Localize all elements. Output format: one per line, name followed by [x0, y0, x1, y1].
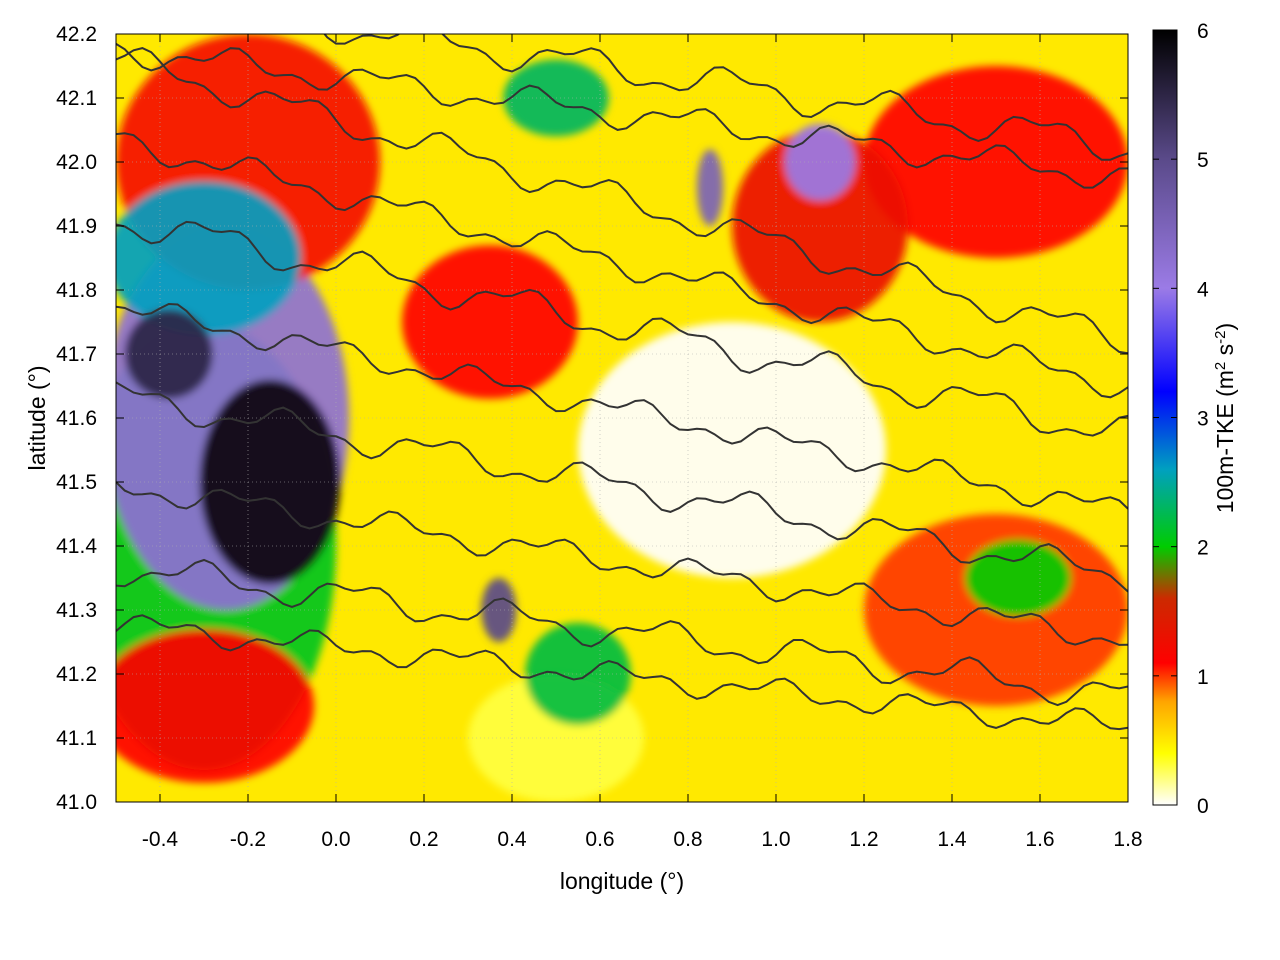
tke-field-region — [116, 181, 301, 335]
colorbar-tick-label: 0 — [1197, 795, 1209, 818]
x-tick-label: 0.6 — [585, 828, 614, 851]
colorbar-label: 100m-TKE (m2 s-2) — [1212, 323, 1239, 513]
y-tick-label: 41.5 — [56, 471, 97, 494]
colorbar-tick-label: 1 — [1197, 666, 1209, 689]
y-tick-label: 42.1 — [56, 87, 97, 110]
terrain-contour-line — [116, 220, 1128, 437]
y-tick-label: 42.0 — [56, 151, 97, 174]
y-tick-label: 41.4 — [56, 535, 97, 558]
x-tick-label: -0.2 — [230, 828, 266, 851]
terrain-contour-line — [116, 42, 1128, 189]
colorbar-label-end: ) — [1212, 323, 1238, 331]
colorbar-tick-label: 5 — [1197, 149, 1209, 172]
tke-field-region — [965, 539, 1071, 617]
terrain-contours — [116, 34, 1128, 731]
terrain-contour-line — [116, 481, 1128, 646]
x-tick-label: 0.2 — [409, 828, 438, 851]
x-tick-label: 0.0 — [321, 828, 350, 851]
terrain-contour-line — [116, 381, 1128, 593]
tke-field-region — [402, 245, 578, 399]
tke-field-region — [578, 322, 886, 578]
tke-field-region — [696, 149, 724, 227]
terrain-contour-line — [116, 302, 1128, 510]
colorbar-label-main: 100m-TKE (m — [1212, 370, 1238, 513]
colorbar-ticks: 0 1 2 3 4 5 6 — [1153, 20, 1209, 818]
axis-ticks: -0.4 -0.2 0.0 0.2 0.4 0.6 0.8 1.0 1.2 1.4 1.6 1.8 41… — [56, 23, 1142, 851]
y-axis-label: latitude (°) — [24, 365, 50, 470]
y-tick-label: 41.9 — [56, 215, 97, 238]
x-tick-label: -0.4 — [142, 828, 179, 851]
colorbar-tick-label: 3 — [1197, 408, 1209, 431]
colorbar-label-mid: s — [1212, 344, 1238, 362]
y-tick-label: 41.3 — [56, 599, 97, 622]
colorbar-label-sup2: -2 — [1212, 330, 1229, 343]
colorbar-tick-label: 6 — [1197, 20, 1209, 43]
tke-field-region — [481, 578, 517, 642]
y-tick-label: 41.2 — [56, 663, 97, 686]
y-tick-label: 41.7 — [56, 343, 97, 366]
y-tick-label: 41.1 — [56, 727, 97, 750]
y-tick-label: 42.2 — [56, 23, 97, 46]
colorbar-tick-label: 4 — [1197, 278, 1209, 301]
x-tick-label: 1.8 — [1113, 828, 1142, 851]
terrain-contour-line — [323, 34, 1128, 161]
x-tick-label: 0.4 — [497, 828, 527, 851]
tke-field-region — [525, 622, 631, 726]
terrain-contour-line — [116, 47, 1128, 355]
terrain-contour-line — [116, 558, 1128, 707]
y-tick-label: 41.0 — [56, 791, 97, 814]
x-axis-label: longitude (°) — [560, 868, 684, 894]
x-tick-label: 1.4 — [937, 828, 967, 851]
y-tick-label: 41.8 — [56, 279, 97, 302]
terrain-contour-line — [116, 132, 1128, 399]
x-tick-label: 1.2 — [849, 828, 878, 851]
colorbar-tick-label: 2 — [1197, 537, 1209, 560]
colorbar-label-sup1: 2 — [1212, 362, 1229, 370]
terrain-contour-line — [116, 614, 1128, 731]
tke-field-region — [116, 629, 314, 783]
y-tick-label: 41.6 — [56, 407, 97, 430]
x-tick-label: 1.6 — [1025, 828, 1054, 851]
x-tick-label: 0.8 — [673, 828, 702, 851]
tke-field-region — [199, 379, 341, 585]
x-tick-label: 1.0 — [761, 828, 790, 851]
